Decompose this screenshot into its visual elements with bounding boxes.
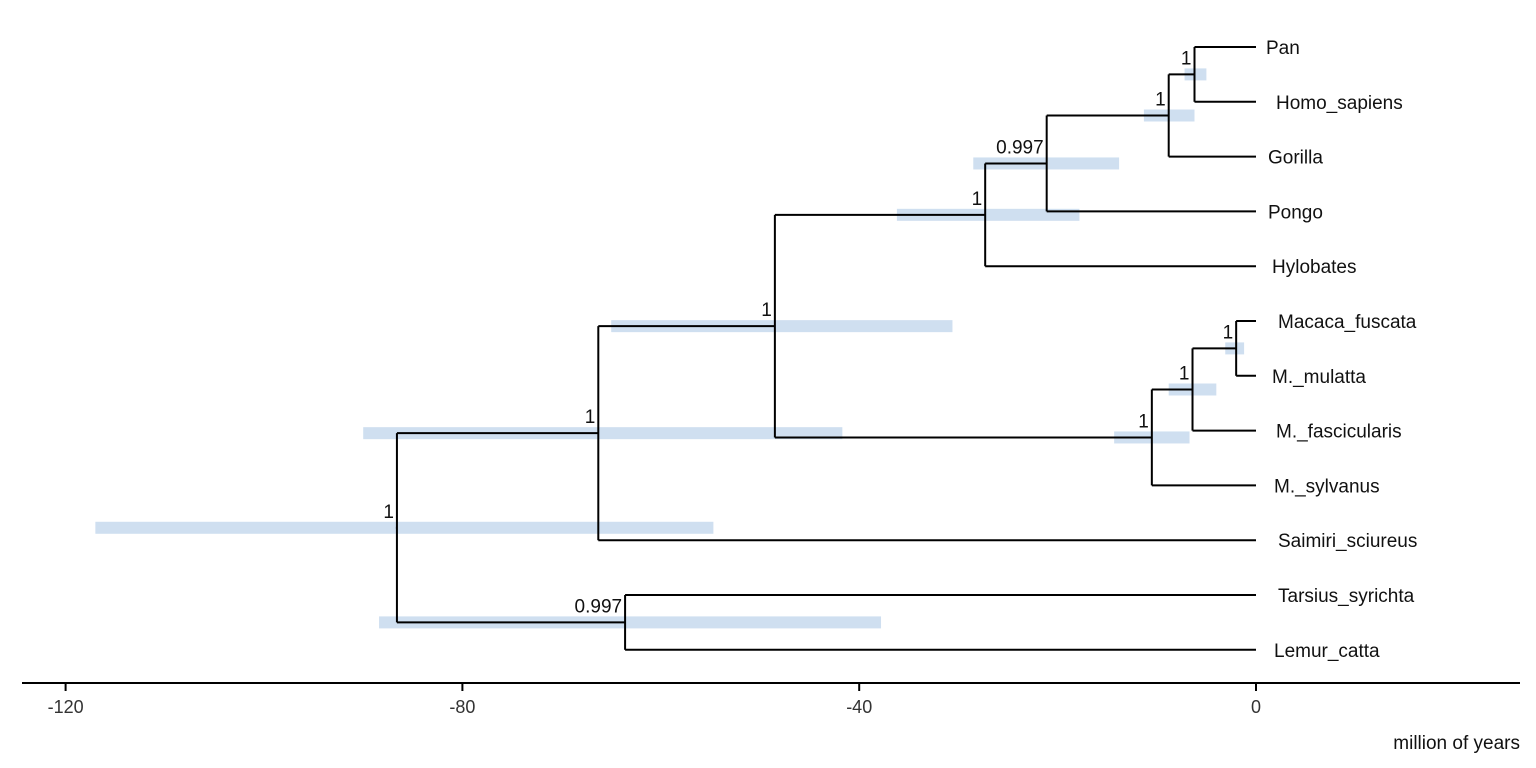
tip-label-pongo: Pongo	[1268, 202, 1323, 223]
hpd-bar-n_anthropoidea	[363, 427, 843, 440]
support-n_catarrhini: 1	[761, 300, 772, 321]
tip-label-homo: Homo_sapiens	[1276, 93, 1403, 114]
tip-labels: Pan Homo_sapiens Gorilla Pongo Hylobates Maca…	[1266, 38, 1417, 662]
hpd-bar-n_catarrhini	[611, 320, 953, 333]
tip-label-msylv: M._sylvanus	[1274, 476, 1380, 497]
axis-title: million of years	[1393, 733, 1520, 754]
hpd-bar-n_hominoidea	[896, 208, 1080, 221]
support-n_root: 1	[383, 502, 394, 523]
tip-label-tarsius: Tarsius_syrichta	[1278, 586, 1415, 607]
hpd-bar-n_root	[95, 521, 714, 534]
support-n_hominoidea: 1	[972, 189, 983, 210]
time-axis: million of years -120 -80 -40 0	[22, 682, 1520, 754]
tip-label-mfasc: M._fascicularis	[1276, 422, 1402, 443]
support-n_hominini: 1	[1155, 90, 1166, 111]
axis-tick-label: 0	[1251, 697, 1261, 717]
tip-label-saimiri: Saimiri_sciureus	[1278, 531, 1417, 552]
tip-label-mmulatta: M._mulatta	[1272, 367, 1366, 388]
branches	[395, 46, 1256, 651]
axis-tick-label: -80	[449, 697, 475, 717]
tip-label-pan: Pan	[1266, 38, 1300, 59]
axis-tick-label: -40	[846, 697, 872, 717]
support-n_macaca: 1	[1138, 411, 1149, 432]
support-n_mac_fasc: 1	[1179, 364, 1190, 385]
tip-label-gorilla: Gorilla	[1268, 148, 1323, 169]
hpd-bars	[95, 68, 1245, 629]
support-n_mac_fus_mul: 1	[1223, 322, 1234, 343]
support-n_pan_homo: 1	[1181, 48, 1192, 69]
axis-tick-label: -120	[48, 697, 84, 717]
hpd-bar-n_strep_tars	[379, 616, 882, 629]
support-n_hominidae: 0.997	[996, 137, 1044, 158]
support-n_strep_tars: 0.997	[575, 596, 623, 617]
tip-label-hylobates: Hylobates	[1272, 257, 1357, 278]
tip-label-lemur: Lemur_catta	[1274, 641, 1380, 662]
tip-label-mfuscata: Macaca_fuscata	[1278, 312, 1417, 333]
support-n_anthropoidea: 1	[585, 407, 596, 428]
